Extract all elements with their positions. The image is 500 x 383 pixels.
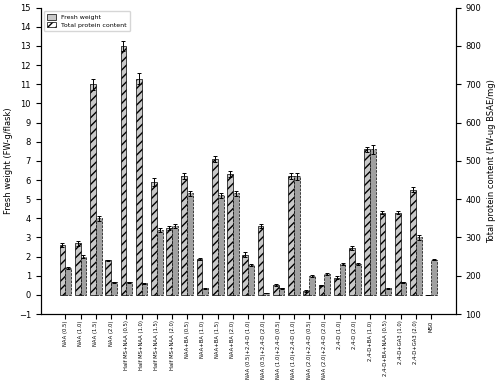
Bar — [96, 218, 102, 295]
Bar — [120, 46, 126, 295]
Bar — [431, 260, 437, 295]
Bar — [136, 79, 141, 295]
Bar — [242, 255, 248, 295]
Bar — [142, 283, 148, 295]
Bar — [288, 176, 294, 295]
Bar — [187, 193, 193, 295]
Bar — [248, 265, 254, 295]
Bar — [151, 182, 157, 295]
Bar — [273, 285, 278, 295]
Y-axis label: Fresh weight (FW-g/flask): Fresh weight (FW-g/flask) — [4, 108, 13, 214]
Bar — [111, 283, 117, 295]
Bar — [172, 226, 178, 295]
Bar — [395, 213, 400, 295]
Bar — [324, 274, 330, 295]
Bar — [218, 195, 224, 295]
Bar — [380, 213, 386, 295]
Bar — [264, 293, 269, 295]
Bar — [60, 245, 66, 295]
Bar — [304, 291, 309, 295]
Bar — [294, 176, 300, 295]
Bar — [157, 230, 162, 295]
Bar — [106, 260, 111, 295]
Bar — [364, 149, 370, 295]
Bar — [212, 159, 218, 295]
Bar — [75, 243, 80, 295]
Legend: Fresh weight, Total protein content: Fresh weight, Total protein content — [44, 11, 130, 31]
Bar — [202, 288, 208, 295]
Bar — [416, 237, 422, 295]
Bar — [233, 193, 238, 295]
Bar — [196, 259, 202, 295]
Bar — [66, 268, 71, 295]
Bar — [340, 264, 345, 295]
Bar — [278, 288, 284, 295]
Bar — [400, 283, 406, 295]
Bar — [370, 149, 376, 295]
Y-axis label: Total protein content (FW-ug BSAE/mg): Total protein content (FW-ug BSAE/mg) — [487, 79, 496, 243]
Bar — [166, 228, 172, 295]
Bar — [334, 278, 340, 295]
Bar — [80, 257, 86, 295]
Bar — [258, 226, 264, 295]
Bar — [318, 285, 324, 295]
Bar — [386, 288, 391, 295]
Bar — [182, 176, 187, 295]
Bar — [355, 264, 360, 295]
Bar — [126, 283, 132, 295]
Bar — [410, 190, 416, 295]
Bar — [349, 248, 355, 295]
Bar — [309, 276, 315, 295]
Bar — [227, 174, 233, 295]
Bar — [90, 84, 96, 295]
